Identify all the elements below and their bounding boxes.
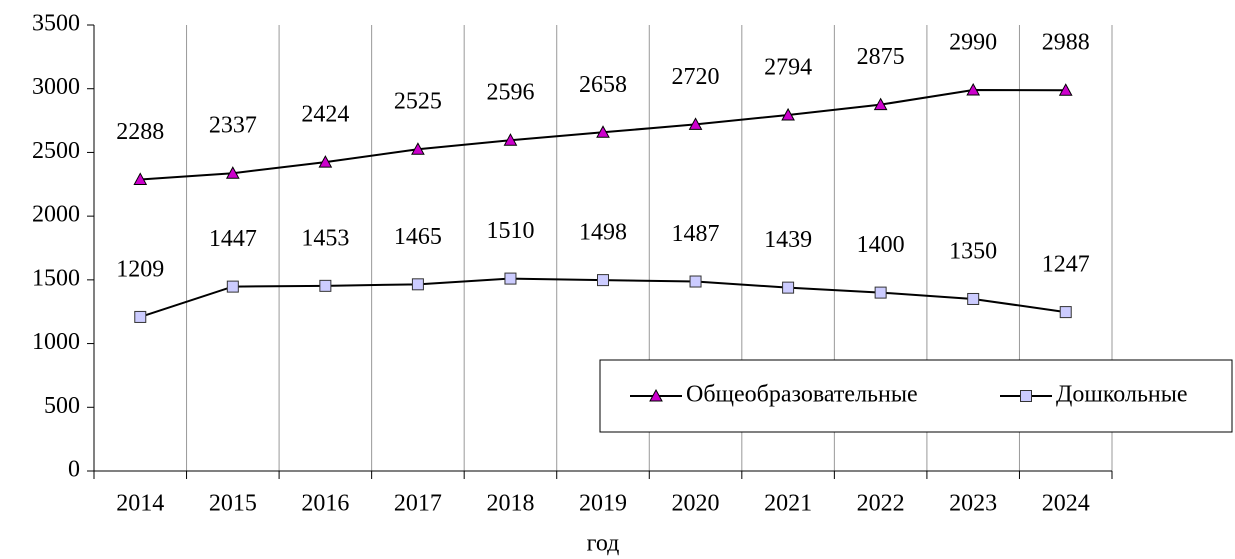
data-label: 1400	[857, 232, 905, 258]
data-point	[411, 142, 425, 155]
data-label: 2525	[394, 89, 442, 115]
data-label: 1510	[486, 218, 534, 244]
data-label: 2720	[672, 64, 720, 90]
x-axis-label: год	[587, 531, 620, 557]
data-point	[967, 292, 980, 305]
x-tick-label: 2016	[301, 491, 349, 517]
data-label: 2596	[486, 80, 534, 106]
data-point	[504, 272, 517, 285]
y-tick-label: 0	[68, 457, 80, 483]
data-label: 2794	[764, 54, 812, 80]
x-tick-label: 2017	[394, 491, 442, 517]
data-label: 1498	[579, 220, 627, 246]
x-tick-label: 2019	[579, 491, 627, 517]
legend-marker	[1020, 390, 1032, 402]
data-label: 2288	[116, 119, 164, 145]
data-label: 1350	[949, 238, 997, 264]
x-tick-label: 2020	[672, 491, 720, 517]
legend-label: Дошкольные	[1056, 382, 1188, 408]
legend-box	[599, 359, 1233, 433]
data-label: 2875	[857, 44, 905, 70]
data-label: 1439	[764, 227, 812, 253]
data-point	[133, 172, 148, 185]
data-point	[781, 107, 795, 121]
data-point	[597, 274, 609, 287]
data-point	[225, 166, 240, 179]
y-tick-label: 2500	[32, 138, 80, 164]
y-tick-label: 3500	[32, 11, 80, 37]
y-tick-label: 2000	[32, 202, 80, 228]
data-point	[874, 286, 887, 299]
data-label: 1447	[209, 226, 257, 252]
data-label: 1487	[672, 221, 720, 247]
data-label: 1247	[1042, 252, 1090, 278]
x-tick-label: 2022	[857, 491, 905, 517]
y-tick-label: 1500	[32, 265, 80, 291]
data-label: 1465	[394, 224, 442, 250]
data-point	[1058, 83, 1073, 96]
data-point	[689, 275, 702, 288]
data-label: 2990	[949, 29, 997, 55]
data-point	[1059, 306, 1072, 319]
data-point	[688, 117, 703, 130]
data-label: 2424	[301, 102, 349, 128]
legend-label: Общеобразовательные	[686, 382, 918, 408]
data-point	[318, 155, 333, 168]
y-tick-label: 1000	[32, 329, 80, 355]
x-tick-label: 2014	[116, 491, 164, 517]
data-point	[134, 310, 147, 323]
data-point	[503, 133, 518, 146]
data-point	[966, 82, 981, 96]
data-point	[319, 279, 332, 292]
data-point	[596, 125, 610, 138]
data-label: 2658	[579, 72, 627, 98]
data-label: 1453	[301, 225, 349, 251]
data-point	[782, 281, 795, 294]
legend-marker	[649, 388, 663, 402]
x-tick-label: 2015	[209, 491, 257, 517]
data-point	[873, 97, 888, 111]
x-tick-label: 2024	[1042, 491, 1090, 517]
x-tick-label: 2018	[486, 491, 534, 517]
data-label: 1209	[116, 256, 164, 282]
y-tick-label: 3000	[32, 74, 80, 100]
data-point	[226, 280, 239, 293]
data-label: 2988	[1042, 30, 1090, 56]
data-point	[411, 278, 424, 291]
x-tick-label: 2021	[764, 491, 812, 517]
x-tick-label: 2023	[949, 491, 997, 517]
data-label: 2337	[209, 113, 257, 139]
y-tick-label: 500	[44, 393, 80, 419]
